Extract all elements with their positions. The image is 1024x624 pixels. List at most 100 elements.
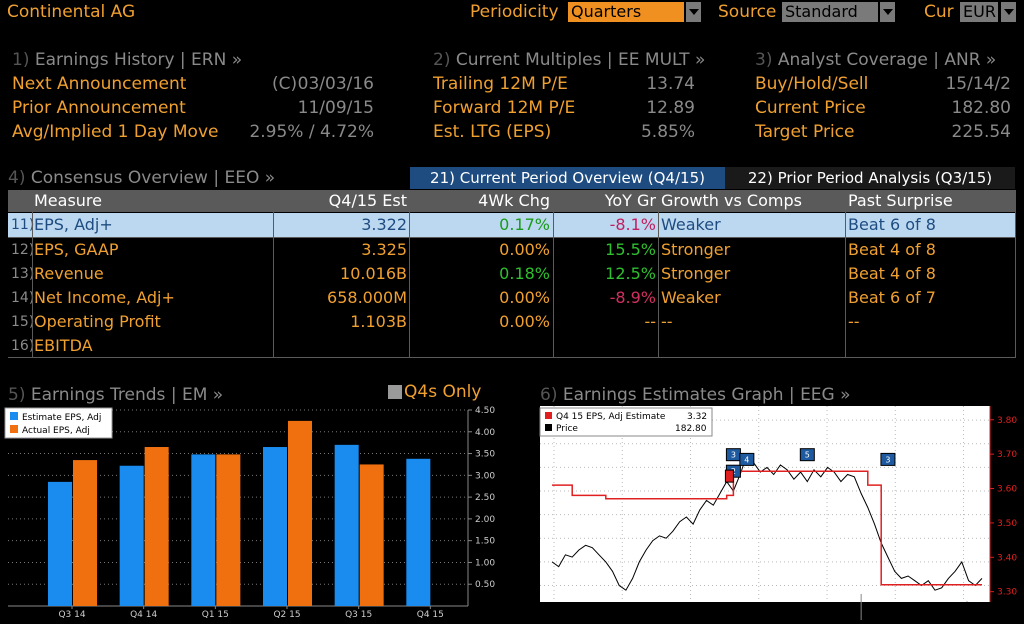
current-price-label: Current Price [755,98,866,118]
event-marker [799,448,815,462]
source-select[interactable]: Standard [782,2,878,22]
col-measure[interactable]: Measure [34,191,102,210]
earnings-trends-header[interactable]: 5) Earnings Trends | EM » [8,385,223,405]
section-number: 1) [12,50,30,70]
y-tick-label: 2.00 [475,515,495,525]
right-tick-label: 3.50 [997,519,1017,529]
x-tick-label: Q4 14 [130,610,157,620]
section-number: 4) [8,168,26,188]
periodicity-select[interactable]: Quarters [568,2,684,22]
row-surprise: Beat 4 of 8 [848,264,936,283]
forward-pe-value: 12.89 [646,98,695,118]
current-multiples-header[interactable]: 2) Current Multiples | EE MULT » [433,50,705,70]
actual-bar [144,447,169,606]
estimate-bar [191,454,216,606]
section-number: 6) [540,385,558,405]
periodicity-dropdown-icon[interactable] [686,2,701,22]
analyst-coverage-header[interactable]: 3) Analyst Coverage | ANR » [755,50,996,70]
consensus-overview-header[interactable]: 4) Consensus Overview | EEO » [8,168,275,188]
row-surprise: Beat 6 of 7 [848,288,936,307]
source-label: Source [718,2,777,22]
table-row[interactable]: 13) Revenue 10.016B 0.18% 12.5% Stronger… [8,262,1016,286]
x-tick-label: Jan [887,602,902,612]
col-4wk-chg[interactable]: 4Wk Chg [478,191,550,210]
section-number: 5) [8,385,26,405]
tab-prior-period[interactable]: 22) Prior Period Analysis (Q3/15) [725,167,1015,189]
earnings-history-header[interactable]: 1) Earnings History | ERN » [12,50,242,70]
analyst-coverage-title: Analyst Coverage | ANR » [777,50,997,70]
table-row[interactable]: 16) EBITDA [8,334,1016,358]
table-divider [658,190,659,358]
legend-price-label: Price [556,424,578,434]
x-tick-label: Q3 14 [58,610,85,620]
estimate-bar [406,458,431,606]
x-tick-label: Dec [818,602,835,612]
tab-current-period[interactable]: 21) Current Period Overview (Q4/15) [410,167,725,189]
col-yoy-growth[interactable]: YoY Gr [604,191,656,210]
currency-select[interactable]: EUR [960,2,998,22]
legend-price-value: 182.80 [675,424,707,434]
consensus-overview-title: Consensus Overview | EEO » [30,168,276,188]
row-estimate: 658.000M [327,288,407,307]
table-row[interactable]: 15) Operating Profit 1.103B 0.00% -- -- … [8,310,1016,334]
prior-announcement-value: 11/09/15 [297,98,374,118]
actual-bar [216,454,241,606]
row-measure: EPS, Adj+ [34,215,113,234]
prior-announcement-label: Prior Announcement [12,98,186,118]
row-estimate: 1.103B [350,312,407,331]
table-divider [32,190,33,358]
col-past-surprise[interactable]: Past Surprise [848,191,953,210]
table-row[interactable]: 14) Net Income, Adj+ 658.000M 0.00% -8.9… [8,286,1016,310]
section-number: 2) [433,50,451,70]
x-tick-label: Q3 15 [345,610,372,620]
currency-label: Cur [924,2,954,22]
earnings-trends-chart: 0.50 1.00 1.50 2.00 2.50 3.00 3.50 4.00 4.50 Q3 … [4,406,495,620]
q4s-only-label[interactable]: Q4s Only [404,382,482,402]
row-surprise: -- [848,312,860,331]
target-price-label: Target Price [755,122,855,142]
row-comps: Stronger [661,240,731,259]
right-tick-label: 3.30 [997,588,1017,598]
event-marker [739,452,755,466]
x-tick-label: Q1 15 [202,610,229,620]
table-divider [553,190,554,358]
legend-estimate-value: 3.32 [687,412,707,422]
est-ltg-value: 5.85% [640,122,695,142]
earnings-graph-header[interactable]: 6) Earnings Estimates Graph | EEG » [540,385,851,405]
row-measure: Net Income, Adj+ [34,288,175,307]
col-growth-vs-comps[interactable]: Growth vs Comps [661,191,802,210]
row-number: 11) [11,217,35,233]
row-number: 14) [11,290,35,306]
source-dropdown-icon[interactable] [880,2,895,22]
earnings-graph-title: Earnings Estimates Graph | EEG » [562,385,851,405]
x-tick-label: Oct [683,602,699,612]
confirmed-flag: (C) [272,74,298,94]
table-row[interactable]: 12) EPS, GAAP 3.325 0.00% 15.5% Stronger… [8,238,1016,262]
table-row[interactable]: 11) EPS, Adj+ 3.322 0.17% -8.1% Weaker B… [8,213,1016,237]
est-ltg-label: Est. LTG (EPS) [433,122,552,142]
next-announcement-value: 03/03/16 [297,74,374,94]
event-marker-label: 5 [805,451,810,460]
row-number: 15) [11,314,35,330]
y-tick-label: 1.00 [475,558,495,568]
row-measure: EBITDA [34,336,93,355]
periodicity-value: Quarters [571,2,642,21]
row-estimate: 3.322 [361,215,407,234]
row-4wk-chg: 0.18% [499,264,550,283]
col-estimate[interactable]: Q4/15 Est [328,191,407,210]
current-price-value: 182.80 [951,98,1011,118]
earnings-history-title: Earnings History | ERN » [34,50,243,70]
row-measure: Revenue [34,264,104,283]
top-bar: Continental AG Periodicity Quarters Sour… [0,0,1024,24]
currency-dropdown-icon[interactable] [1001,2,1016,22]
price-line [551,454,983,591]
actual-bar [288,420,312,606]
row-yoy: -8.1% [609,215,656,234]
target-price-value: 225.54 [951,122,1011,142]
q4s-only-checkbox[interactable] [388,385,402,399]
source-value: Standard [785,2,858,21]
x-tick-label: Aug [545,602,563,612]
trailing-pe-value: 13.74 [646,74,695,94]
avg-implied-move-label: Avg/Implied 1 Day Move [12,122,219,142]
row-comps: -- [661,312,673,331]
